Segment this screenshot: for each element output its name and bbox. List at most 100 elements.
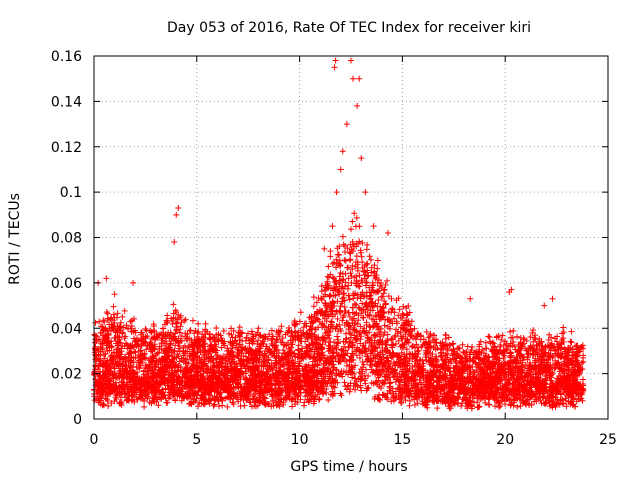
data-point	[387, 379, 394, 386]
data-point	[288, 341, 295, 348]
data-point	[390, 397, 397, 404]
data-point	[382, 282, 389, 289]
data-point	[375, 277, 382, 284]
data-point	[270, 364, 277, 371]
data-point	[198, 400, 205, 407]
data-point	[552, 347, 559, 354]
data-point	[177, 323, 184, 330]
data-point	[164, 312, 171, 319]
data-point	[514, 403, 521, 410]
data-point	[499, 332, 506, 339]
data-point	[362, 282, 369, 289]
data-point	[521, 336, 528, 343]
data-point	[229, 399, 236, 406]
data-point	[237, 403, 244, 410]
data-point	[385, 293, 392, 300]
data-point	[394, 373, 401, 380]
data-point	[392, 340, 399, 347]
data-point	[389, 385, 396, 392]
data-point	[348, 246, 355, 253]
data-point	[469, 344, 476, 351]
data-point	[384, 277, 391, 284]
data-point	[403, 346, 410, 353]
data-point	[350, 324, 357, 331]
data-point	[311, 311, 318, 318]
data-point	[348, 279, 355, 286]
data-point	[224, 403, 231, 410]
data-point	[155, 402, 162, 409]
data-point	[325, 397, 332, 404]
data-point	[358, 277, 365, 284]
data-point	[182, 316, 189, 323]
data-point	[141, 403, 148, 410]
data-point	[427, 368, 434, 375]
data-point	[368, 284, 375, 291]
data-point	[353, 214, 360, 221]
data-point	[181, 317, 188, 324]
data-point	[242, 370, 249, 377]
data-point	[479, 346, 486, 353]
data-point	[360, 314, 367, 321]
data-point	[185, 360, 192, 367]
data-point	[115, 363, 122, 370]
data-point	[556, 401, 563, 408]
data-point	[552, 357, 559, 364]
data-point	[414, 344, 421, 351]
data-point	[170, 301, 177, 308]
data-point	[358, 253, 365, 260]
data-point	[262, 395, 269, 402]
data-point	[351, 210, 358, 217]
data-point	[323, 303, 330, 310]
data-point	[175, 326, 182, 333]
data-point	[341, 379, 348, 386]
data-point	[110, 303, 117, 310]
data-point	[275, 331, 282, 338]
data-point	[426, 333, 433, 340]
data-point	[136, 365, 143, 372]
data-point	[327, 248, 334, 255]
data-point	[172, 342, 179, 349]
data-point	[278, 323, 285, 330]
data-point	[110, 311, 117, 318]
data-point	[291, 364, 298, 371]
data-point	[492, 403, 499, 410]
data-point	[346, 313, 353, 320]
data-point	[380, 290, 387, 297]
data-point	[367, 256, 374, 263]
data-point	[388, 398, 395, 405]
data-point	[554, 333, 561, 340]
data-point	[349, 238, 356, 245]
data-point	[318, 288, 325, 295]
data-point	[493, 356, 500, 363]
data-point	[371, 268, 378, 275]
data-point	[527, 333, 534, 340]
data-point	[187, 327, 194, 334]
data-point	[349, 374, 356, 381]
data-point	[476, 341, 483, 348]
data-point	[297, 309, 304, 316]
data-point	[545, 336, 552, 343]
data-point	[318, 282, 325, 289]
data-point	[248, 328, 255, 335]
data-point	[514, 333, 521, 340]
data-points	[91, 57, 587, 412]
data-point	[398, 395, 405, 402]
data-point	[159, 325, 166, 332]
data-point	[268, 327, 275, 334]
data-point	[374, 345, 381, 352]
data-point	[171, 347, 178, 354]
data-point	[300, 324, 307, 331]
data-point	[194, 403, 201, 410]
data-point	[331, 384, 338, 391]
data-point	[381, 286, 388, 293]
data-point	[122, 340, 129, 347]
data-point	[303, 387, 310, 394]
data-point	[559, 330, 566, 337]
data-point	[122, 390, 129, 397]
data-point	[213, 324, 220, 331]
data-point	[525, 402, 532, 409]
data-point	[119, 342, 126, 349]
data-point	[366, 253, 373, 260]
